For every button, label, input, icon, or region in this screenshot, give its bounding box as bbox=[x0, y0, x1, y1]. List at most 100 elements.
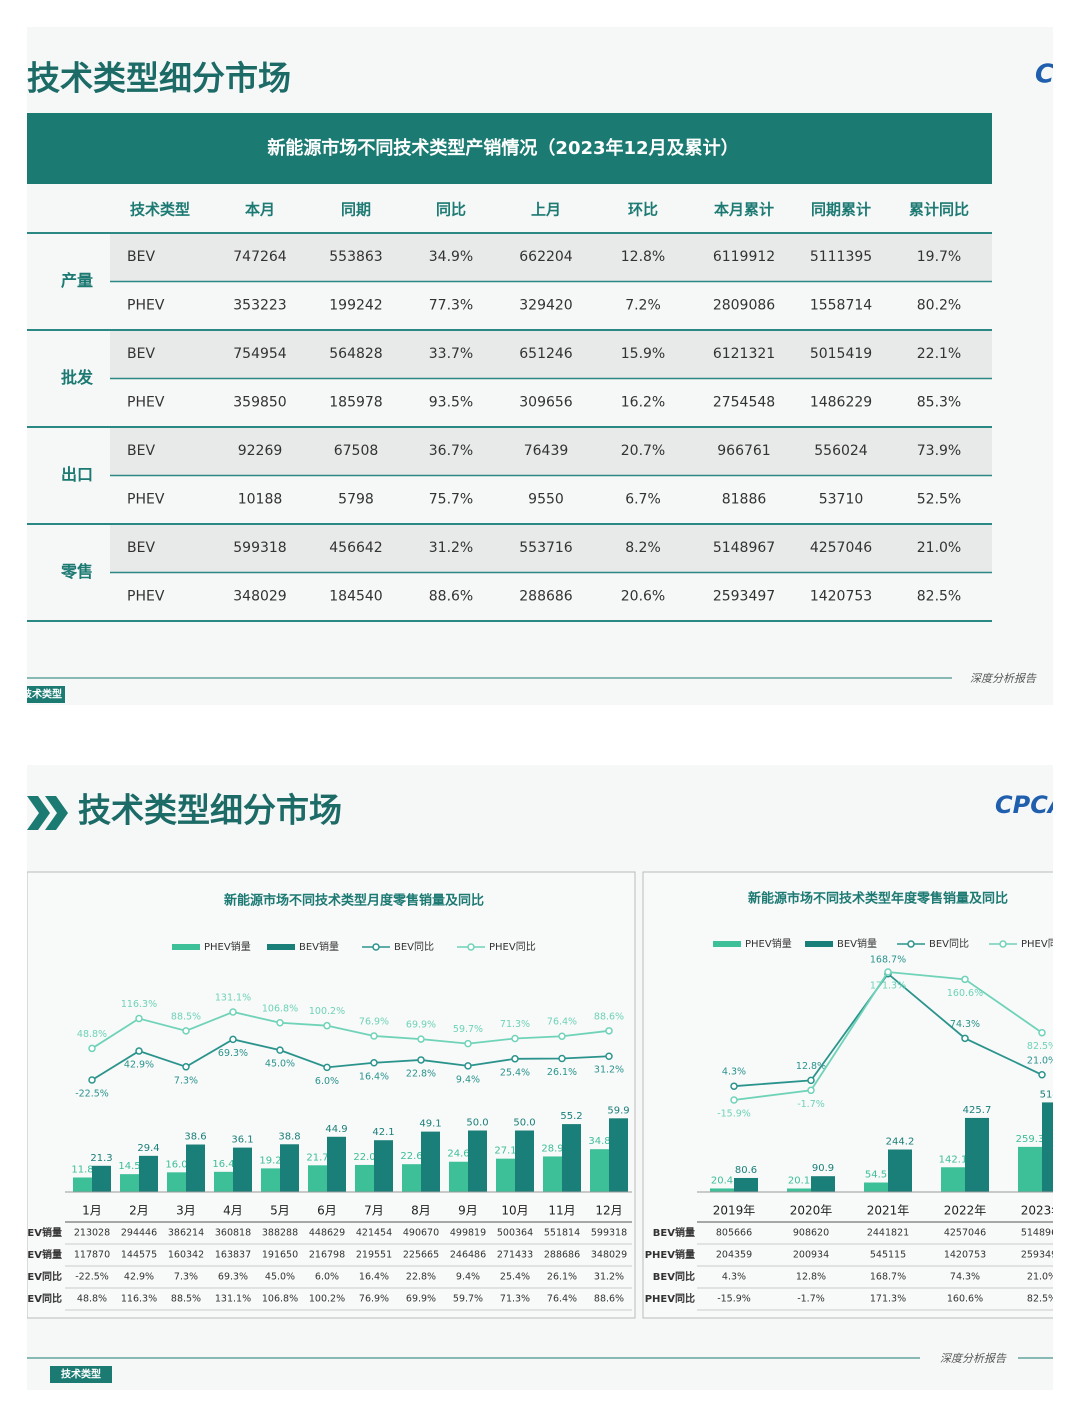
table-cell: 294446 bbox=[121, 1228, 157, 1239]
table-row-label: BEV同比 bbox=[27, 1270, 62, 1283]
table-cell: 199242 bbox=[329, 298, 382, 314]
table-cell: 10188 bbox=[238, 492, 283, 508]
table-banner bbox=[27, 113, 992, 184]
table-cell: 288686 bbox=[519, 589, 573, 605]
table-cell: 19.7% bbox=[917, 249, 961, 265]
table-cell: 12.8% bbox=[621, 249, 665, 265]
x-tick-label: 10月 bbox=[501, 1204, 528, 1218]
line-point bbox=[1038, 1028, 1046, 1037]
table-cell: 448629 bbox=[309, 1228, 345, 1239]
x-tick-label: 2019年 bbox=[713, 1204, 756, 1218]
legend-label: BEV销量 bbox=[299, 940, 339, 953]
table-cell: 80.2% bbox=[917, 298, 961, 314]
line-value-label: 45.0% bbox=[265, 1059, 295, 1070]
table-cell: 216798 bbox=[309, 1250, 345, 1261]
bar-value-label: 29.4 bbox=[137, 1143, 159, 1154]
table-cell: 5148967 bbox=[713, 540, 775, 556]
legend-swatch bbox=[713, 941, 741, 947]
row-shade bbox=[110, 234, 992, 281]
x-tick-label: 6月 bbox=[317, 1204, 337, 1218]
bar-value-label: 21.7 bbox=[306, 1152, 328, 1163]
table-cell: 966761 bbox=[717, 443, 770, 459]
table-cell: PHEV bbox=[127, 395, 165, 411]
table-cell: 2809086 bbox=[713, 298, 775, 314]
table-caption: 新能源市场不同技术类型产销情况（2023年12月及累计） bbox=[267, 137, 738, 159]
legend-swatch bbox=[372, 943, 380, 951]
table-cell: -22.5% bbox=[75, 1272, 109, 1283]
x-tick-label: 1月 bbox=[82, 1204, 102, 1218]
x-tick-label: 2020年 bbox=[790, 1204, 833, 1218]
bar bbox=[590, 1149, 609, 1192]
nav-tab-label: 技术类型 bbox=[27, 688, 62, 701]
table-cell: 553716 bbox=[519, 540, 573, 556]
column-header: 环比 bbox=[628, 201, 658, 219]
table-cell: 360818 bbox=[215, 1228, 251, 1239]
line-value-label: 88.5% bbox=[171, 1011, 201, 1022]
bar bbox=[261, 1168, 280, 1192]
group-label: 批发 bbox=[61, 368, 94, 387]
line-point bbox=[182, 1063, 190, 1071]
legend-swatch bbox=[999, 940, 1007, 948]
bar bbox=[120, 1174, 139, 1192]
bar-value-label: 425.7 bbox=[963, 1105, 992, 1116]
nav-tab bbox=[27, 686, 65, 703]
line-value-label: 88.6% bbox=[594, 1011, 624, 1022]
line-value-label: 31.2% bbox=[594, 1065, 624, 1076]
legend-label: BEV同比 bbox=[929, 938, 969, 950]
table-cell: 42.9% bbox=[124, 1272, 154, 1283]
bar bbox=[421, 1131, 440, 1192]
table-cell: 599318 bbox=[591, 1228, 627, 1239]
table-cell: 204359 bbox=[716, 1250, 752, 1261]
table-cell: 33.7% bbox=[429, 346, 473, 362]
line-point bbox=[464, 1062, 472, 1070]
line-point bbox=[464, 1039, 472, 1048]
table-cell: 662204 bbox=[519, 249, 573, 265]
line-value-label: -22.5% bbox=[75, 1089, 109, 1100]
table-cell: -15.9% bbox=[717, 1294, 751, 1305]
table-cell: 12.8% bbox=[796, 1272, 826, 1283]
line-value-label: 116.3% bbox=[121, 999, 157, 1010]
bar-value-label: 50.0 bbox=[513, 1118, 535, 1129]
table-cell: 93.5% bbox=[429, 395, 473, 411]
line-point bbox=[88, 1044, 96, 1053]
bar bbox=[515, 1130, 534, 1192]
table-cell: 359850 bbox=[233, 395, 286, 411]
line-point bbox=[558, 1054, 566, 1063]
line-point bbox=[730, 1082, 738, 1090]
table-cell: 20.6% bbox=[621, 589, 665, 605]
table-cell: BEV bbox=[127, 249, 155, 265]
group-label: 出口 bbox=[61, 465, 93, 484]
line-value-label: 71.3% bbox=[500, 1019, 530, 1030]
column-header: 本月累计 bbox=[714, 201, 774, 219]
table-cell: 551814 bbox=[544, 1228, 580, 1239]
table-cell: 9550 bbox=[528, 492, 564, 508]
bar-value-label: 80.6 bbox=[735, 1165, 757, 1176]
table-cell: 69.3% bbox=[218, 1272, 248, 1283]
chevron bbox=[27, 796, 50, 830]
table-cell: 1486229 bbox=[810, 395, 872, 411]
bar bbox=[280, 1144, 299, 1192]
table-cell: 4257046 bbox=[810, 540, 872, 556]
table-cell: 651246 bbox=[519, 346, 573, 362]
footer-text: 深度分析报告 bbox=[970, 672, 1037, 685]
bar-value-label: 24.6 bbox=[447, 1149, 469, 1160]
bar bbox=[609, 1118, 628, 1192]
table-cell: 191650 bbox=[262, 1250, 298, 1261]
table-cell: 545115 bbox=[870, 1250, 906, 1261]
line-value-label: 160.6% bbox=[947, 988, 983, 999]
table-cell: 71.3% bbox=[500, 1294, 530, 1305]
chart-title: 新能源市场不同技术类型月度零售销量及同比 bbox=[224, 893, 484, 909]
table-cell: 36.7% bbox=[429, 443, 473, 459]
table-cell: 246486 bbox=[450, 1250, 486, 1261]
table-cell: 754954 bbox=[233, 346, 287, 362]
table-cell: 16.2% bbox=[621, 395, 665, 411]
bar-value-label: 11.8 bbox=[71, 1164, 93, 1175]
line-value-label: 171.3% bbox=[870, 981, 906, 992]
bar bbox=[167, 1172, 186, 1192]
table-cell: 73.9% bbox=[917, 443, 961, 459]
table-row-label: BEV同比 bbox=[653, 1270, 695, 1283]
bar-value-label: 55.2 bbox=[560, 1111, 582, 1122]
line-point bbox=[370, 1059, 378, 1067]
line-point bbox=[884, 968, 892, 976]
bar bbox=[327, 1136, 346, 1192]
